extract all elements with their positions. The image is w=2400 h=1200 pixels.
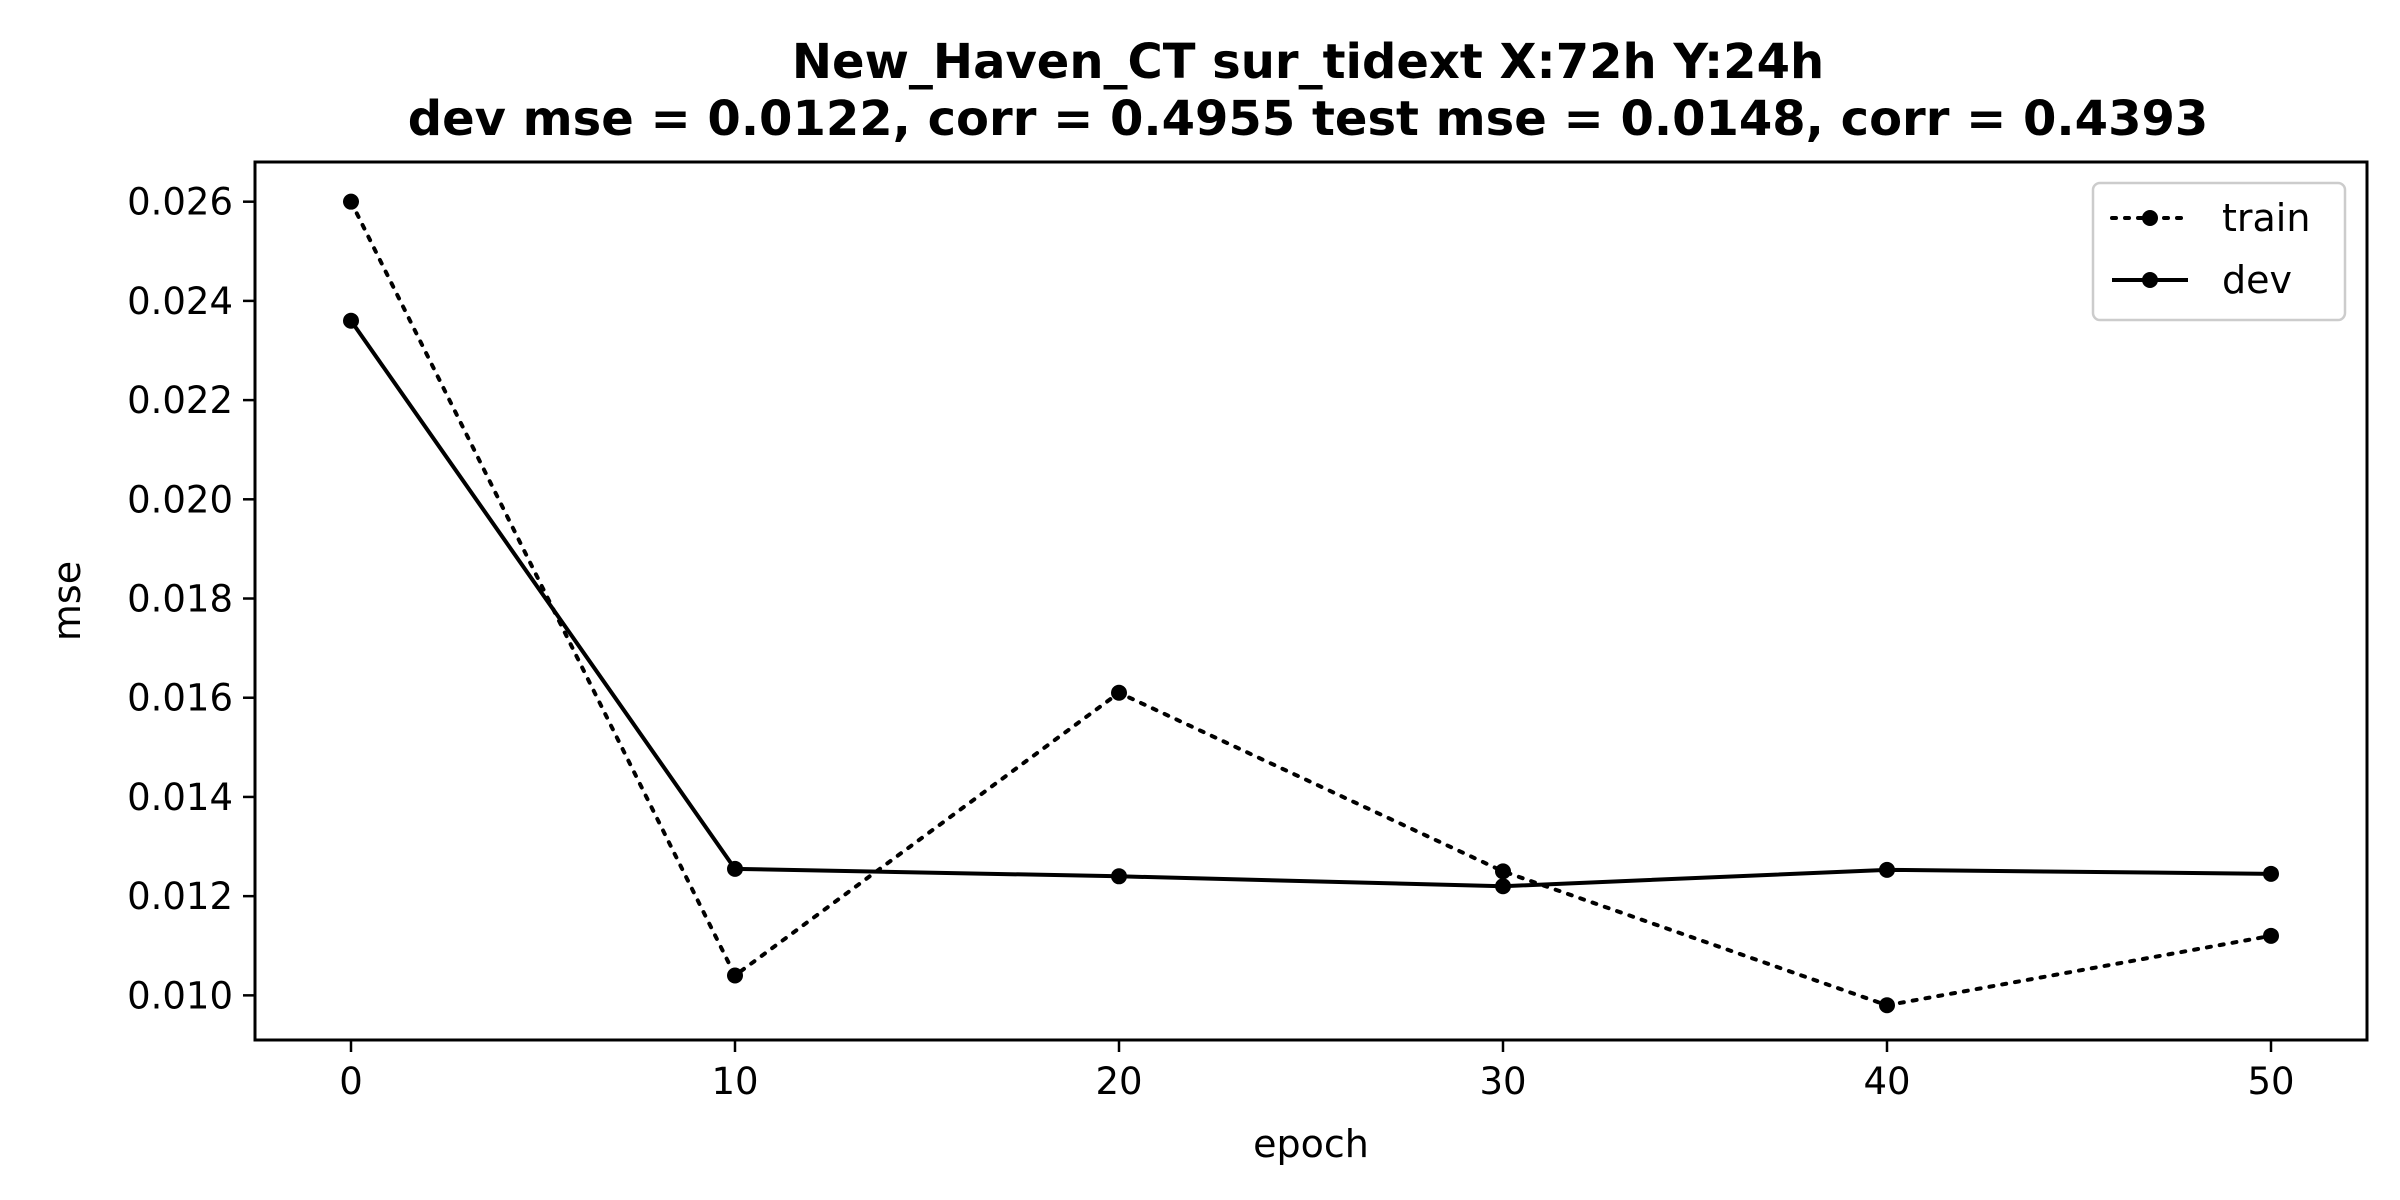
data-point-dev xyxy=(1879,861,1895,878)
y-axis-label: mse xyxy=(45,561,89,641)
x-axis-ticks: 0 10 20 30 40 50 xyxy=(339,1040,2295,1103)
data-point-dev xyxy=(1111,868,1127,885)
data-point-train xyxy=(1879,997,1895,1014)
chart-title: New_Haven_CT sur_tidext X:72h Y:24h xyxy=(792,34,1824,90)
data-point-train xyxy=(1111,684,1127,701)
y-tick-label: 0.010 xyxy=(127,974,233,1017)
legend-swatch-marker xyxy=(2142,272,2158,288)
y-tick-label: 0.026 xyxy=(127,181,233,224)
legend-item-train: train xyxy=(2110,196,2310,240)
legend-label: train xyxy=(2222,196,2310,240)
series-dev xyxy=(343,312,2279,895)
y-tick-label: 0.012 xyxy=(127,875,233,918)
series-train xyxy=(343,193,2279,1014)
data-point-train xyxy=(1495,863,1511,880)
legend: train dev xyxy=(2091,181,2347,322)
y-tick-label: 0.018 xyxy=(127,578,233,621)
data-point-train xyxy=(2263,927,2279,944)
legend-label: dev xyxy=(2222,258,2292,302)
x-tick-label: 50 xyxy=(2247,1060,2294,1103)
plot-frame xyxy=(253,160,2369,1042)
data-point-dev xyxy=(727,860,743,877)
x-tick-label: 20 xyxy=(1095,1060,1142,1103)
chart-subtitle: dev mse = 0.0122, corr = 0.4955 test mse… xyxy=(408,91,2209,147)
data-point-dev xyxy=(343,312,359,329)
data-point-train xyxy=(343,193,359,210)
x-tick-label: 10 xyxy=(711,1060,758,1103)
y-tick-label: 0.022 xyxy=(127,379,233,422)
legend-item-dev: dev xyxy=(2112,258,2292,302)
data-point-train xyxy=(727,967,743,984)
series-line-dev xyxy=(349,319,2272,889)
data-point-dev xyxy=(1495,878,1511,895)
y-axis-ticks: 0.010 0.012 0.014 0.016 0.018 0.020 0.022 0.024… xyxy=(127,181,255,1017)
data-point-dev xyxy=(2263,865,2279,882)
legend-items: train dev xyxy=(2110,196,2310,302)
x-tick-label: 30 xyxy=(1479,1060,1526,1103)
legend-swatch-marker xyxy=(2142,210,2158,226)
x-axis-label: epoch xyxy=(1253,1122,1369,1166)
x-tick-label: 40 xyxy=(1863,1060,1910,1103)
series-layer xyxy=(343,193,2279,1014)
x-tick-label: 0 xyxy=(339,1060,363,1103)
y-tick-label: 0.014 xyxy=(127,776,233,819)
y-tick-label: 0.024 xyxy=(127,280,233,323)
y-tick-label: 0.016 xyxy=(127,677,233,720)
y-tick-label: 0.020 xyxy=(127,478,233,521)
series-line-train xyxy=(349,199,2273,1008)
